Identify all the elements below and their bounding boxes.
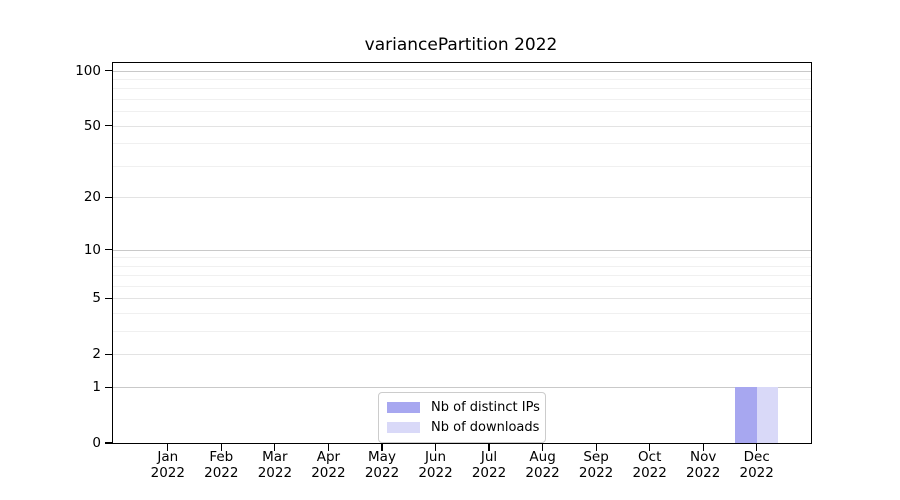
x-tick [488, 444, 490, 451]
x-tick-label: Dec 2022 [739, 449, 774, 481]
gridline-major [113, 70, 811, 72]
y-tick-label: 10 [83, 241, 101, 258]
gridline-major [113, 125, 811, 127]
x-tick-label: Mar 2022 [257, 449, 293, 481]
gridline-minor [113, 331, 811, 333]
gridline-minor [113, 143, 811, 145]
x-tick [702, 444, 704, 451]
gridline-minor [113, 286, 811, 287]
y-tick-label: 0 [92, 435, 101, 451]
legend-item-downloads: Nb of downloads [387, 419, 540, 436]
gridline-major [113, 387, 811, 389]
y-tick [105, 442, 112, 444]
x-tick [167, 444, 169, 451]
x-tick [220, 444, 222, 451]
x-tick-label: Nov 2022 [686, 449, 721, 481]
legend-label-distinct-ips: Nb of distinct IPs [431, 400, 540, 415]
bar-distinct-ips [735, 387, 757, 443]
x-tick [756, 444, 758, 451]
gridline-minor [113, 88, 811, 90]
y-tick-label: 1 [92, 379, 101, 396]
legend-label-downloads: Nb of downloads [431, 420, 540, 435]
x-tick [595, 444, 597, 451]
gridline-minor [113, 111, 811, 113]
bar-downloads [756, 387, 779, 443]
x-tick-label: Jan 2022 [150, 449, 185, 481]
y-tick [105, 125, 112, 127]
x-tick-label: May 2022 [364, 449, 400, 481]
y-tick [105, 196, 112, 198]
x-tick [327, 444, 329, 451]
gridline-minor [113, 265, 811, 267]
x-tick-label: Sep 2022 [578, 449, 614, 481]
y-tick [105, 353, 112, 355]
legend-swatch-downloads [387, 422, 420, 433]
y-tick-label: 100 [75, 62, 101, 79]
x-tick-label: Oct 2022 [632, 449, 667, 481]
x-tick-label: Aug 2022 [525, 449, 560, 481]
y-tick-label: 5 [92, 290, 101, 307]
gridline-minor [113, 165, 811, 167]
x-tick [434, 444, 437, 451]
x-tick-label: Jun 2022 [418, 449, 453, 481]
gridline-minor [113, 99, 811, 101]
x-tick [381, 444, 383, 451]
y-tick [105, 297, 112, 299]
y-tick [105, 386, 112, 388]
gridline-major [113, 249, 811, 251]
gridline-minor [113, 275, 811, 277]
y-tick-label: 20 [83, 189, 101, 206]
y-tick-label: 2 [92, 346, 101, 363]
legend-item-distinct-ips: Nb of distinct IPs [387, 399, 540, 416]
gridline-major [113, 354, 811, 356]
gridline-minor [113, 313, 811, 315]
x-tick [274, 444, 276, 451]
y-tick [105, 248, 112, 251]
y-tick-label: 50 [83, 117, 101, 134]
x-tick-label: Apr 2022 [311, 449, 346, 481]
x-tick [649, 444, 651, 451]
gridline-minor [113, 79, 811, 80]
gridline-minor [113, 257, 811, 259]
gridline-major [113, 197, 811, 199]
x-tick-label: Jul 2022 [471, 449, 507, 481]
x-tick [542, 444, 544, 451]
chart-title: variancePartition 2022 [364, 35, 558, 55]
x-tick-label: Feb 2022 [204, 449, 239, 481]
gridline-major [113, 298, 811, 300]
plot-area: 0 1 2 5 10 20 50 100 Jan 2022 Feb 2022 Mar 2022 Ap… [75, 62, 812, 481]
y-tick [105, 70, 112, 72]
legend: Nb of distinct IPs Nb of downloads [378, 392, 546, 443]
legend-swatch-distinct-ips [387, 402, 420, 413]
